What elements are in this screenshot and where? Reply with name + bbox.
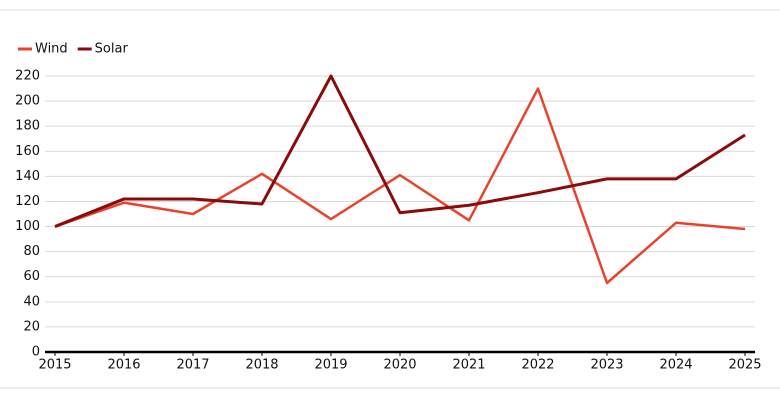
y-tick-label: 200 bbox=[15, 94, 40, 109]
y-tick-label: 60 bbox=[23, 269, 40, 284]
y-tick-label: 20 bbox=[23, 319, 40, 334]
y-tick-label: 40 bbox=[23, 294, 40, 309]
x-tick-label: 2023 bbox=[590, 358, 623, 373]
x-tick-label: 2015 bbox=[38, 358, 71, 373]
series-line bbox=[54, 74, 746, 228]
y-tick-label: 120 bbox=[15, 194, 40, 209]
x-tick-label: 2025 bbox=[728, 358, 761, 373]
y-tick-label: 180 bbox=[15, 119, 40, 134]
y-tick-label: 160 bbox=[15, 144, 40, 159]
series-line bbox=[54, 87, 746, 285]
y-tick-label: 80 bbox=[23, 244, 40, 259]
x-tick-label: 2024 bbox=[659, 358, 692, 373]
x-tick-label: 2021 bbox=[452, 358, 485, 373]
y-tick-label: 140 bbox=[15, 169, 40, 184]
x-tick-label: 2016 bbox=[107, 358, 140, 373]
plot bbox=[54, 74, 746, 285]
y-tick-label: 100 bbox=[15, 219, 40, 234]
x-tick-label: 2020 bbox=[383, 358, 416, 373]
legend-label: Wind bbox=[35, 42, 68, 57]
x-tick-label: 2017 bbox=[176, 358, 209, 373]
legend-label: Solar bbox=[95, 42, 129, 57]
x-tick-label: 2019 bbox=[314, 358, 347, 373]
x-tick-label: 2022 bbox=[521, 358, 554, 373]
y-tick-label: 0 bbox=[32, 345, 40, 360]
grid bbox=[45, 75, 755, 356]
y-tick-label: 220 bbox=[15, 69, 40, 84]
x-tick-label: 2018 bbox=[245, 358, 278, 373]
